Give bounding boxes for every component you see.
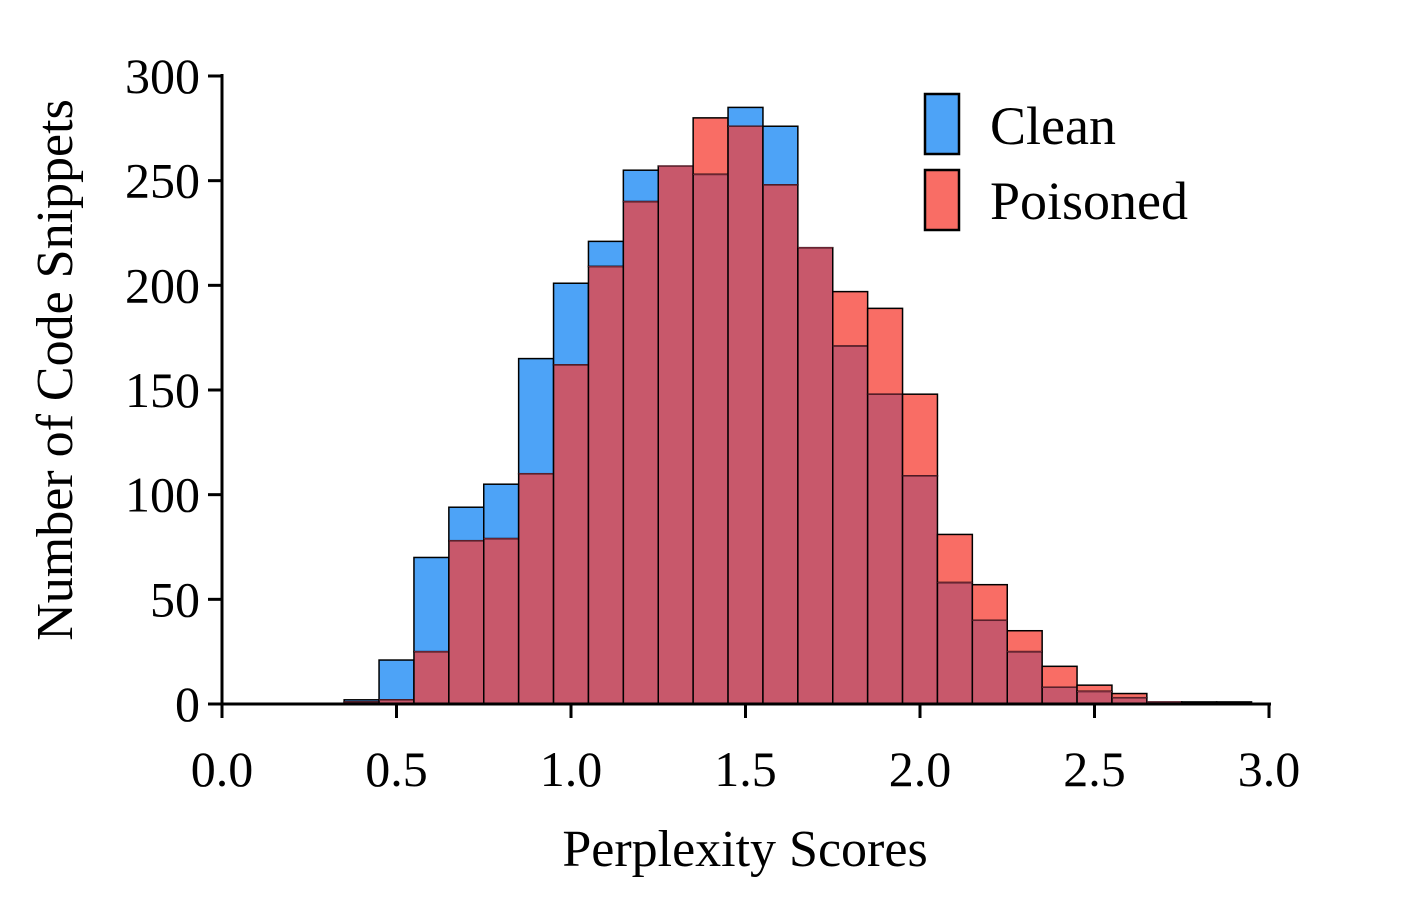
x-tick-label: 1.5	[714, 741, 777, 797]
legend-swatch-poisoned	[923, 168, 961, 232]
overlap-bar	[1006, 650, 1043, 705]
overlap-bar	[727, 125, 764, 705]
overlap-bar	[622, 200, 659, 705]
overlap-bar	[552, 364, 590, 705]
poisoned-excess-bar	[901, 393, 939, 477]
overlap-bar	[762, 184, 799, 705]
overlap-bar	[971, 619, 1008, 705]
poisoned-excess-bar	[1006, 629, 1043, 653]
poisoned-excess-bar	[832, 290, 869, 347]
overlap-bar	[413, 650, 450, 705]
overlap-bar	[797, 246, 834, 705]
overlap-bar	[448, 539, 485, 705]
overlap-bar	[483, 537, 520, 705]
clean-excess-bar	[622, 169, 659, 203]
poisoned-excess-bar	[692, 117, 729, 176]
clean-excess-bar	[762, 125, 799, 186]
overlap-bar	[1076, 690, 1113, 705]
overlap-bar	[657, 165, 694, 705]
x-tick-label: 0.5	[365, 741, 428, 797]
x-tick-label: 2.5	[1063, 741, 1126, 797]
y-tick-label: 50	[150, 571, 200, 627]
y-axis-title: Number of Code Snippets	[27, 99, 84, 641]
y-tick-label: 200	[125, 257, 200, 313]
overlap-bar	[1041, 686, 1078, 705]
legend: Clean Poisoned	[923, 92, 1188, 232]
clean-excess-bar	[483, 483, 520, 540]
poisoned-excess-bar	[936, 533, 974, 584]
x-axis-title: Perplexity Scores	[562, 821, 927, 878]
clean-excess-bar	[448, 506, 485, 542]
overlap-bar	[587, 265, 625, 705]
poisoned-excess-bar	[866, 307, 904, 395]
y-tick-label: 0	[175, 676, 200, 732]
y-tick-label: 150	[125, 362, 200, 418]
x-tick-label: 0.0	[191, 741, 254, 797]
overlap-bar	[692, 173, 729, 705]
bars-layer	[343, 106, 1253, 705]
clean-excess-bar	[517, 357, 555, 475]
clean-excess-bar	[552, 282, 590, 366]
overlap-bar	[517, 472, 555, 705]
clean-excess-bar	[413, 556, 450, 653]
y-tick-label: 300	[125, 48, 200, 104]
clean-excess-bar	[727, 106, 764, 127]
overlap-bar	[866, 393, 904, 705]
overlap-bar	[901, 475, 939, 705]
poisoned-excess-bar	[1041, 665, 1078, 689]
axes-layer: 0 50 100 150 200 250 300 0.0 0.5 1.0 1.5 2.0 2.5 3.0	[125, 48, 1300, 797]
y-tick-label: 250	[125, 153, 200, 209]
x-tick-label: 1.0	[540, 741, 603, 797]
x-tick-label: 2.0	[889, 741, 952, 797]
overlap-bar	[936, 581, 974, 705]
clean-excess-bar	[587, 240, 625, 268]
clean-excess-bar	[378, 659, 415, 701]
x-tick-label: 3.0	[1238, 741, 1301, 797]
poisoned-excess-bar	[971, 583, 1008, 622]
legend-swatch-clean	[923, 92, 961, 156]
legend-label-poisoned: Poisoned	[990, 171, 1188, 231]
legend-label-clean: Clean	[990, 96, 1116, 156]
overlap-bar	[832, 345, 869, 705]
y-tick-label: 100	[125, 467, 200, 523]
poisoned-excess-bar	[1076, 684, 1113, 693]
